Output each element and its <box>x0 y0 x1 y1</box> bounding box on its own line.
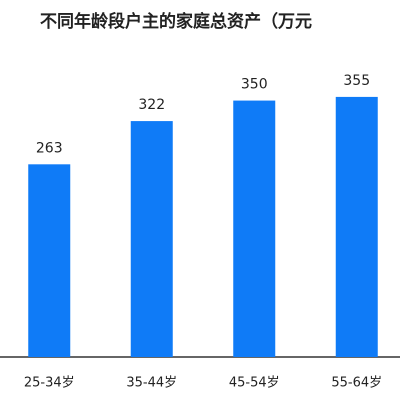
bar <box>130 121 173 357</box>
x-tick-label: 25-34岁 <box>24 376 75 391</box>
value-label: 355 <box>343 73 370 89</box>
bar <box>233 100 276 358</box>
value-label: 350 <box>241 77 268 93</box>
bar <box>335 96 378 357</box>
x-tick-label: 45-54岁 <box>229 376 280 391</box>
x-tick-label: 55-64岁 <box>331 376 382 391</box>
bar <box>28 164 71 357</box>
chart-title: 不同年龄段户主的家庭总资产（万元 <box>40 11 312 32</box>
value-label: 322 <box>138 97 165 113</box>
x-tick-label: 35-44岁 <box>126 376 177 391</box>
value-label: 263 <box>36 140 63 156</box>
